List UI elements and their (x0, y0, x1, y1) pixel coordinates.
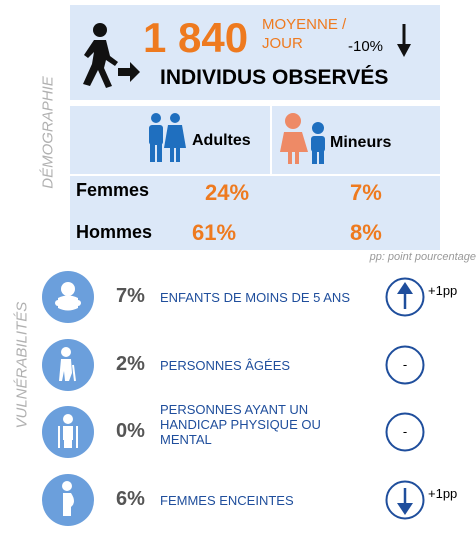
minors-icon (280, 113, 325, 164)
column-header: Mineurs (330, 134, 392, 151)
cell: 7% (350, 180, 382, 205)
cell: 61% (192, 220, 237, 245)
trend-circle (385, 277, 425, 317)
vulnerability-value: 6% (116, 488, 145, 510)
vulnerability-label: PERSONNES AYANT UN (160, 401, 309, 417)
separator (70, 174, 440, 176)
separator (270, 106, 272, 174)
vulnerability-icon (42, 339, 94, 391)
vulnerability-label: ENFANTS DE MOINS DE 5 ANS (160, 289, 350, 305)
vulnerability-value: 0% (116, 420, 145, 442)
row-label: Hommes (76, 222, 153, 242)
trend: - (402, 357, 408, 372)
vulnerability-icon (42, 474, 94, 526)
adults-icon (149, 113, 186, 162)
vulnerability-label: HANDICAP PHYSIQUE OU (160, 416, 321, 432)
down-arrow (397, 24, 411, 57)
vulnerability-icon (42, 271, 94, 323)
vulnerability-label: FEMMES ENCEINTES (160, 492, 294, 508)
cell: 24% (205, 180, 250, 205)
walker-icon (83, 23, 140, 88)
vulnerability-value: 2% (116, 353, 145, 375)
trend: +1pp (428, 283, 458, 298)
trend-circle (385, 480, 425, 520)
unit: MOYENNE / (262, 16, 347, 33)
note: pp: point pourcentage (369, 251, 476, 263)
unit: JOUR (262, 35, 303, 52)
section-label: VULNÉRABILITÉS (13, 301, 31, 429)
cell: 8% (350, 220, 382, 245)
column-header: Adultes (192, 132, 251, 149)
vulnerability-value: 7% (116, 285, 145, 307)
vulnerability-label: MENTAL (160, 431, 212, 447)
trend-circle (385, 412, 425, 452)
vulnerability-icon (42, 406, 94, 458)
change: -10% (348, 38, 384, 55)
trend: - (402, 424, 408, 439)
trend-circle (385, 345, 425, 385)
trend: +1pp (428, 486, 458, 501)
subtitle: INDIVIDUS OBSERVÉS (160, 66, 389, 89)
summary-panel (70, 5, 440, 100)
vulnerability-label: PERSONNES ÂGÉES (160, 357, 291, 373)
section-label: DÉMOGRAPHIE (39, 76, 57, 189)
total: 1 840 (143, 14, 249, 61)
table-panel (70, 106, 440, 250)
row-label: Femmes (76, 180, 150, 200)
